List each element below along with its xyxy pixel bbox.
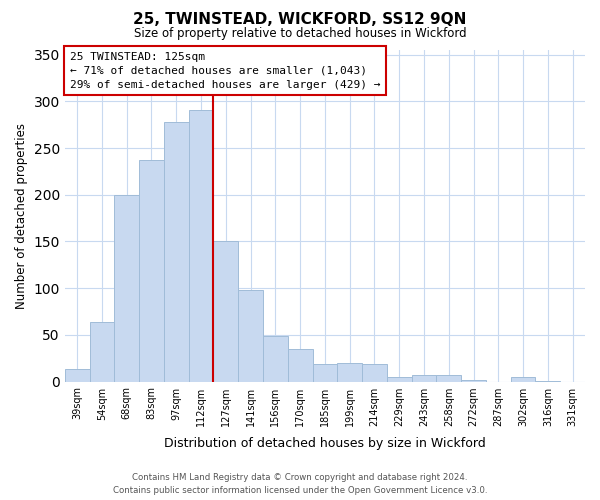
- Bar: [461, 380, 486, 382]
- Bar: [115, 195, 139, 382]
- Bar: [214, 242, 238, 382]
- Bar: [511, 377, 535, 382]
- Bar: [412, 375, 436, 382]
- Text: 25, TWINSTEAD, WICKFORD, SS12 9QN: 25, TWINSTEAD, WICKFORD, SS12 9QN: [133, 12, 467, 28]
- Bar: [164, 122, 188, 382]
- Bar: [313, 364, 337, 382]
- Text: 25 TWINSTEAD: 125sqm
← 71% of detached houses are smaller (1,043)
29% of semi-de: 25 TWINSTEAD: 125sqm ← 71% of detached h…: [70, 52, 380, 90]
- Y-axis label: Number of detached properties: Number of detached properties: [15, 123, 28, 309]
- Bar: [288, 349, 313, 382]
- Bar: [387, 377, 412, 382]
- Bar: [139, 160, 164, 382]
- Bar: [362, 364, 387, 382]
- X-axis label: Distribution of detached houses by size in Wickford: Distribution of detached houses by size …: [164, 437, 486, 450]
- Bar: [188, 110, 214, 382]
- Text: Size of property relative to detached houses in Wickford: Size of property relative to detached ho…: [134, 28, 466, 40]
- Text: Contains HM Land Registry data © Crown copyright and database right 2024.
Contai: Contains HM Land Registry data © Crown c…: [113, 474, 487, 495]
- Bar: [238, 290, 263, 382]
- Bar: [65, 370, 89, 382]
- Bar: [89, 322, 115, 382]
- Bar: [263, 336, 288, 382]
- Bar: [535, 380, 560, 382]
- Bar: [436, 375, 461, 382]
- Bar: [337, 363, 362, 382]
